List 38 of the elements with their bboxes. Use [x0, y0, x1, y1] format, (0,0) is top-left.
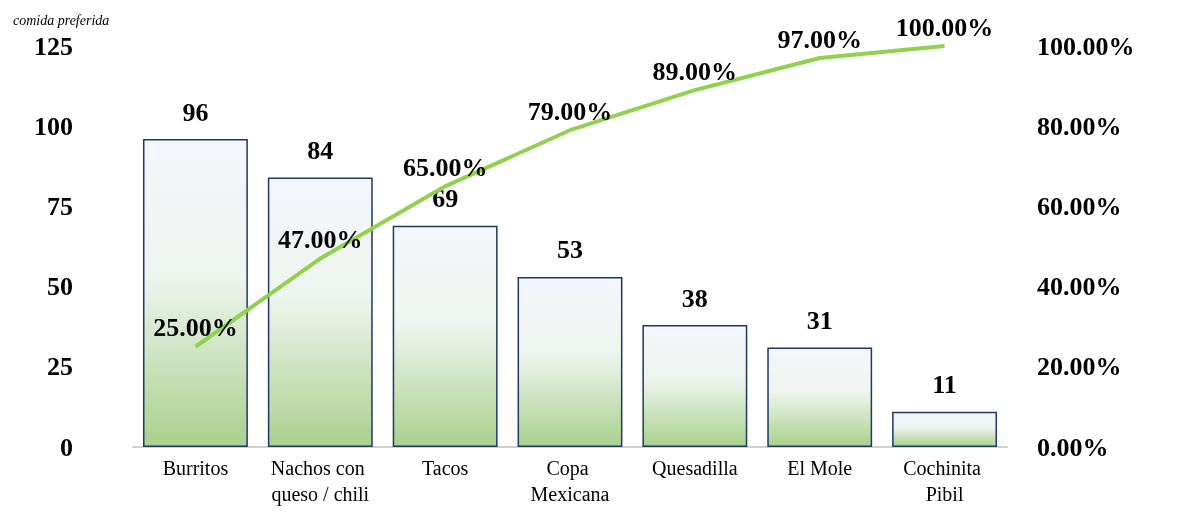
- y2-tick-label: 100.00%: [1037, 31, 1135, 61]
- bar: [392, 225, 498, 447]
- y-tick-label: 25: [47, 352, 73, 382]
- y-tick-label: 50: [47, 272, 73, 302]
- data-label: 89.00%: [652, 56, 738, 86]
- x-tick-label: Copa Mexicana: [530, 457, 610, 505]
- data-label: 38: [681, 283, 708, 313]
- y-tick-label: 0: [60, 432, 73, 462]
- data-label: 11: [932, 370, 957, 400]
- data-label: 84: [307, 136, 334, 166]
- y-tick-label: 100: [34, 111, 73, 141]
- bar: [267, 177, 373, 447]
- x-tick-label: Cochinita Pibil: [903, 457, 986, 505]
- x-tick-label: El Mole: [787, 457, 853, 479]
- bar: [517, 276, 623, 447]
- x-tick-label: Burritos: [162, 457, 229, 479]
- y2-tick-label: 0.00%: [1037, 432, 1109, 462]
- y2-tick-label: 60.00%: [1037, 191, 1122, 221]
- y2-tick-label: 40.00%: [1037, 272, 1122, 302]
- x-tick-label: Quesadilla: [652, 457, 738, 479]
- bar: [642, 325, 748, 447]
- data-label: 53: [557, 235, 583, 265]
- data-label: 100.00%: [895, 12, 994, 42]
- x-tick-label: Tacos: [421, 457, 469, 479]
- data-label: 65.00%: [402, 152, 488, 182]
- y-tick-label: 75: [47, 191, 73, 221]
- data-label: 31: [806, 306, 833, 336]
- chart-subtitle: comida preferida: [13, 12, 110, 28]
- bar: [892, 411, 998, 447]
- data-label: 96: [182, 97, 209, 127]
- bar: [767, 347, 873, 447]
- y2-tick-label: 80.00%: [1037, 111, 1122, 141]
- y2-tick-label: 20.00%: [1037, 352, 1122, 382]
- data-label: 97.00%: [777, 24, 862, 54]
- y-tick-label: 125: [34, 31, 73, 61]
- data-label: 79.00%: [527, 96, 613, 126]
- bar: [142, 139, 248, 447]
- x-tick-label: Nachos con queso / chili: [270, 457, 370, 506]
